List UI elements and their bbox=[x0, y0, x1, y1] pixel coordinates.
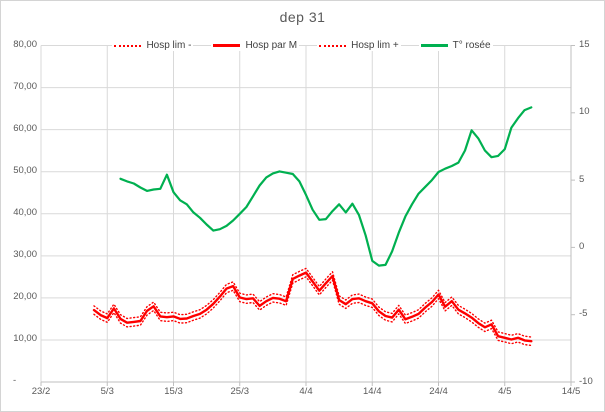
series-line-hosp-lim- bbox=[93, 267, 532, 338]
x-tick-label: 25/3 bbox=[230, 386, 250, 397]
x-tick-label: 14/4 bbox=[363, 386, 382, 397]
x-tick-label: 4/4 bbox=[299, 386, 313, 397]
x-tick-label: 5/3 bbox=[100, 386, 114, 397]
y-right-tick-label: 15 bbox=[579, 39, 590, 50]
y-left-tick-label: 70,00 bbox=[13, 81, 37, 93]
y-left-tick-label: 50,00 bbox=[13, 165, 37, 177]
y-right-tick-label: 5 bbox=[579, 173, 585, 185]
x-tick-label: 14/5 bbox=[561, 386, 581, 397]
x-tick-label: 15/3 bbox=[164, 386, 183, 397]
chart-title: dep 31 bbox=[279, 9, 326, 25]
y-right-tick-label: 0 bbox=[579, 240, 585, 252]
series-line-t-ros-e bbox=[119, 106, 533, 267]
y-left-tick-label: - bbox=[13, 375, 17, 386]
y-left-tick-label: 80,00 bbox=[13, 39, 37, 50]
series-line-hosp-par-m bbox=[92, 271, 533, 343]
y-left-tick-label: 40,00 bbox=[13, 207, 37, 219]
y-right-tick-label: -5 bbox=[579, 308, 588, 320]
series-line-hosp-lim- bbox=[93, 276, 532, 347]
y-left-tick-label: 30,00 bbox=[13, 249, 37, 261]
y-right-tick-label: 10 bbox=[579, 106, 590, 118]
y-right-tick-label: -10 bbox=[579, 375, 593, 387]
y-left-tick-label: 20,00 bbox=[13, 291, 37, 303]
y-left-tick-label: 10,00 bbox=[13, 333, 37, 345]
x-tick-label: 4/5 bbox=[498, 386, 512, 397]
x-tick-label: 23/2 bbox=[31, 386, 51, 397]
y-left-tick-label: 60,00 bbox=[13, 123, 37, 135]
x-tick-label: 24/4 bbox=[429, 386, 448, 397]
